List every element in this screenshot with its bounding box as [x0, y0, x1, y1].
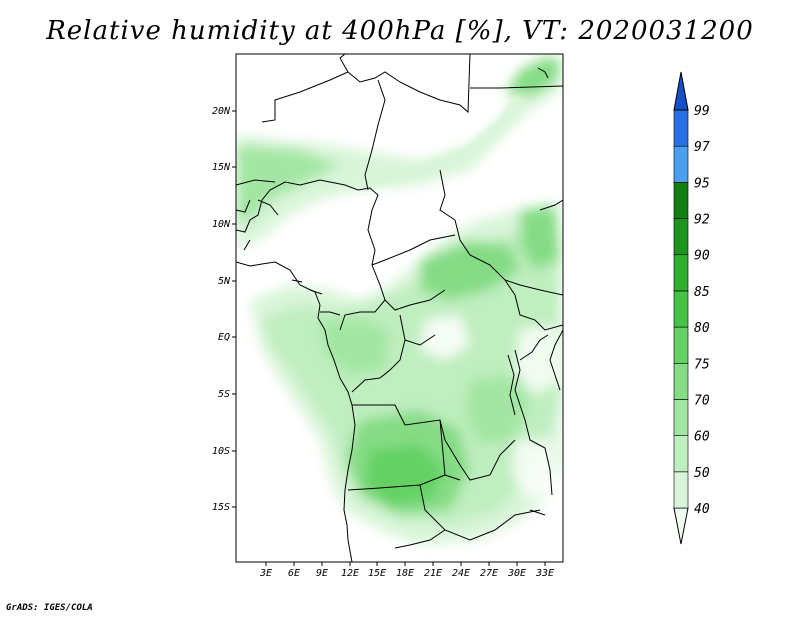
lat-tick-label: 15S [212, 502, 230, 513]
lon-tick-label: 33E [535, 568, 554, 579]
footer-credit: GrADS: IGES/COLA [6, 603, 93, 613]
colorbar-level-label: 90 [694, 249, 710, 264]
colorbar-level-label: 75 [694, 357, 710, 372]
colorbar-level-label: 50 [694, 466, 710, 481]
colorbar-segment [673, 290, 689, 328]
latitude-axis: 20N 15N 10N 5N EQ 5S 10S 15S [212, 106, 231, 513]
lon-tick-label: 9E [316, 568, 328, 579]
colorbar: 40 50 60 70 75 80 85 90 92 95 97 99 [673, 71, 710, 545]
colorbar-level-label: 60 [694, 430, 710, 445]
lon-tick-label: 21E [424, 568, 442, 579]
colorbar-level-label: 85 [694, 285, 710, 300]
colorbar-segment [673, 399, 689, 436]
country-borders [236, 54, 563, 562]
lon-tick-label: 24E [452, 568, 470, 579]
map-frame [235, 53, 564, 563]
colorbar-segment [673, 435, 689, 473]
colorbar-segment [673, 362, 689, 400]
longitude-axis: 3E 6E 9E 12E 15E 18E 21E 24E 27E 30E 33E [259, 568, 554, 579]
colorbar-level-label: 97 [694, 140, 710, 155]
lat-tick-label: 5S [218, 389, 230, 400]
colorbar-min-arrow [673, 507, 689, 545]
colorbar-segment [673, 109, 689, 147]
lon-tick-label: 27E [480, 568, 498, 579]
humidity-field [236, 58, 563, 545]
lat-tick-label: 5N [218, 276, 231, 287]
lat-tick-label: 20N [212, 106, 231, 117]
colorbar-level-label: 99 [694, 104, 710, 119]
colorbar-level-label: 92 [694, 213, 710, 228]
colorbar-level-label: 80 [694, 321, 710, 336]
colorbar-segment [673, 326, 689, 364]
lon-tick-label: 15E [368, 568, 386, 579]
colorbar-segment [673, 471, 689, 509]
colorbar-level-label: 40 [694, 502, 710, 517]
lon-tick-label: 6E [288, 568, 300, 579]
colorbar-segment [673, 145, 689, 183]
lat-tick-label: 10S [212, 446, 230, 457]
lat-tick-label: 15N [212, 162, 231, 173]
chart-title: Relative humidity at 400hPa [%], VT: 202… [46, 16, 754, 46]
lon-tick-label: 18E [396, 568, 414, 579]
colorbar-segment [673, 254, 689, 292]
lat-tick-label: EQ [218, 332, 230, 343]
colorbar-max-arrow [673, 71, 689, 111]
colorbar-segment [673, 218, 689, 256]
lon-tick-label: 3E [259, 568, 272, 579]
colorbar-level-label: 70 [694, 393, 710, 408]
lat-tick-label: 10N [212, 219, 231, 230]
colorbar-segment [673, 182, 689, 219]
lon-tick-label: 12E [341, 568, 359, 579]
lon-tick-label: 30E [507, 568, 526, 579]
colorbar-level-label: 95 [694, 176, 710, 191]
